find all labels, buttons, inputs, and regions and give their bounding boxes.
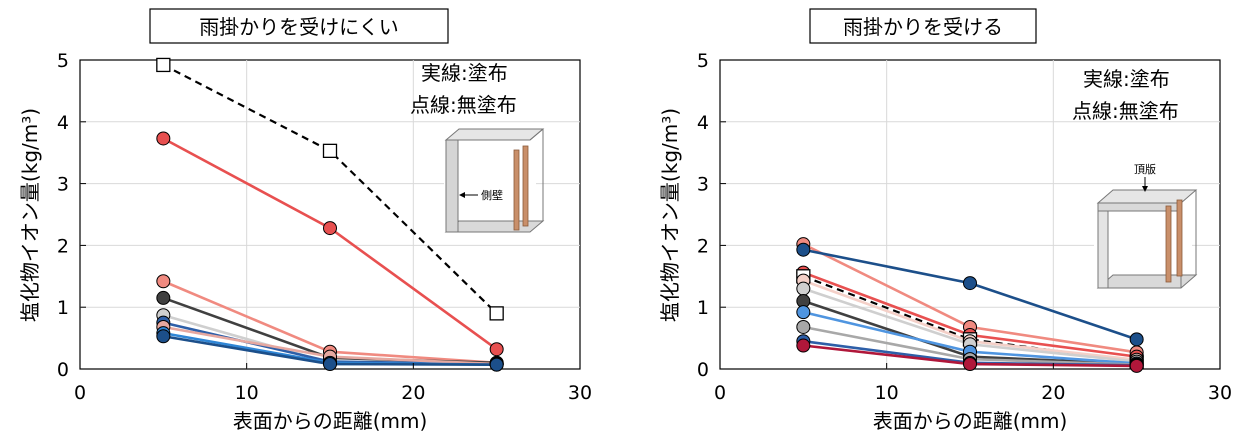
right-series-1-point-0: [796, 242, 811, 257]
left-series-8-point-0: [156, 329, 171, 344]
right-y-tick-label-0: 0: [697, 359, 709, 381]
right-legend-solid: 実線:塗布: [1083, 67, 1170, 91]
left-series-0-point-2: [489, 306, 504, 321]
right-inset-box-illustration: 頂版: [1094, 162, 1198, 292]
right-y-axis-label: 塩化物イオン量(kg/m³): [658, 108, 682, 322]
left-tick-layer: 0 1 2 3 4 5 0 10 20 30: [57, 50, 592, 404]
right-series-7-point-0: [796, 305, 811, 320]
right-series-10-point-1: [963, 357, 977, 372]
right-y-tick-label-2: 2: [697, 235, 709, 257]
left-y-tick-label-2: 2: [57, 235, 69, 257]
right-x-axis-label: 表面からの距離(mm): [873, 409, 1068, 433]
right-x-tick-label-1: 10: [875, 382, 899, 404]
left-series-1-point-0: [156, 131, 171, 146]
left-chart-title: 雨掛かりを受けにくい: [199, 15, 399, 39]
right-y-tick-label-1: 1: [697, 297, 709, 319]
left-chart-title-box: [149, 8, 449, 44]
right-x-tick-label-0: 0: [714, 382, 726, 404]
left-legend-dashed: 点線:無塗布: [410, 93, 517, 117]
left-y-axis-label: 塩化物イオン量(kg/m³): [18, 108, 42, 322]
right-y-tick-label-4: 4: [697, 112, 709, 134]
right-y-tick-label-3: 3: [697, 174, 709, 196]
right-series-1-point-2: [1129, 332, 1144, 347]
right-series-10-point-2: [1129, 358, 1144, 373]
left-x-tick-label-0: 0: [74, 382, 86, 404]
right-y-tick-label-5: 5: [697, 50, 709, 72]
left-y-tick-label-1: 1: [57, 297, 69, 319]
right-chart-title-box: [809, 8, 1037, 44]
right-x-tick-label-3: 30: [1208, 382, 1232, 404]
left-inset-label: 側壁: [481, 188, 503, 202]
left-x-tick-label-1: 10: [235, 382, 259, 404]
left-series-8-point-1: [323, 357, 337, 372]
left-legend-solid: 実線:塗布: [421, 61, 508, 85]
left-inset-box-illustration: 側壁: [444, 128, 545, 236]
left-y-tick-label-0: 0: [57, 359, 69, 381]
left-series-1-point-1: [323, 221, 337, 236]
left-series-layer: [156, 57, 504, 372]
left-series-3-point-0: [156, 290, 171, 305]
left-x-tick-label-3: 30: [568, 382, 592, 404]
right-chart: 雨掛かりを受ける 塩化物イオン量(kg/m³) 表面からの距離(mm) 実線:塗…: [658, 8, 1232, 433]
right-legend-dashed: 点線:無塗布: [1072, 99, 1179, 123]
left-series-8-point-2: [489, 357, 504, 372]
right-series-1-point-1: [963, 276, 977, 291]
right-inset-label: 頂版: [1134, 162, 1156, 176]
left-y-tick-label-4: 4: [57, 112, 69, 134]
right-chart-title: 雨掛かりを受ける: [843, 15, 1003, 39]
left-series-2-point-0: [156, 274, 171, 289]
left-chart: 雨掛かりを受けにくい 塩化物イオン量(kg/m³) 表面からの距離(mm) 実線…: [18, 8, 592, 433]
left-series-1-point-2: [489, 342, 504, 357]
left-series-0-line: [162, 63, 498, 315]
right-series-10-point-0: [796, 338, 811, 353]
left-y-tick-label-5: 5: [57, 50, 69, 72]
left-series-0-point-1: [322, 143, 338, 158]
left-series-0-point-0: [156, 57, 171, 73]
right-series-5-point-0: [796, 281, 811, 296]
right-series-layer: [796, 237, 1144, 373]
right-x-tick-label-2: 20: [1041, 382, 1065, 404]
left-x-axis-label: 表面からの距離(mm): [233, 409, 428, 433]
right-series-8-point-0: [796, 319, 811, 334]
left-y-tick-label-3: 3: [57, 174, 69, 196]
left-x-tick-label-2: 20: [401, 382, 425, 404]
right-tick-layer: 0 1 2 3 4 5 0 10 20 30: [697, 50, 1232, 404]
